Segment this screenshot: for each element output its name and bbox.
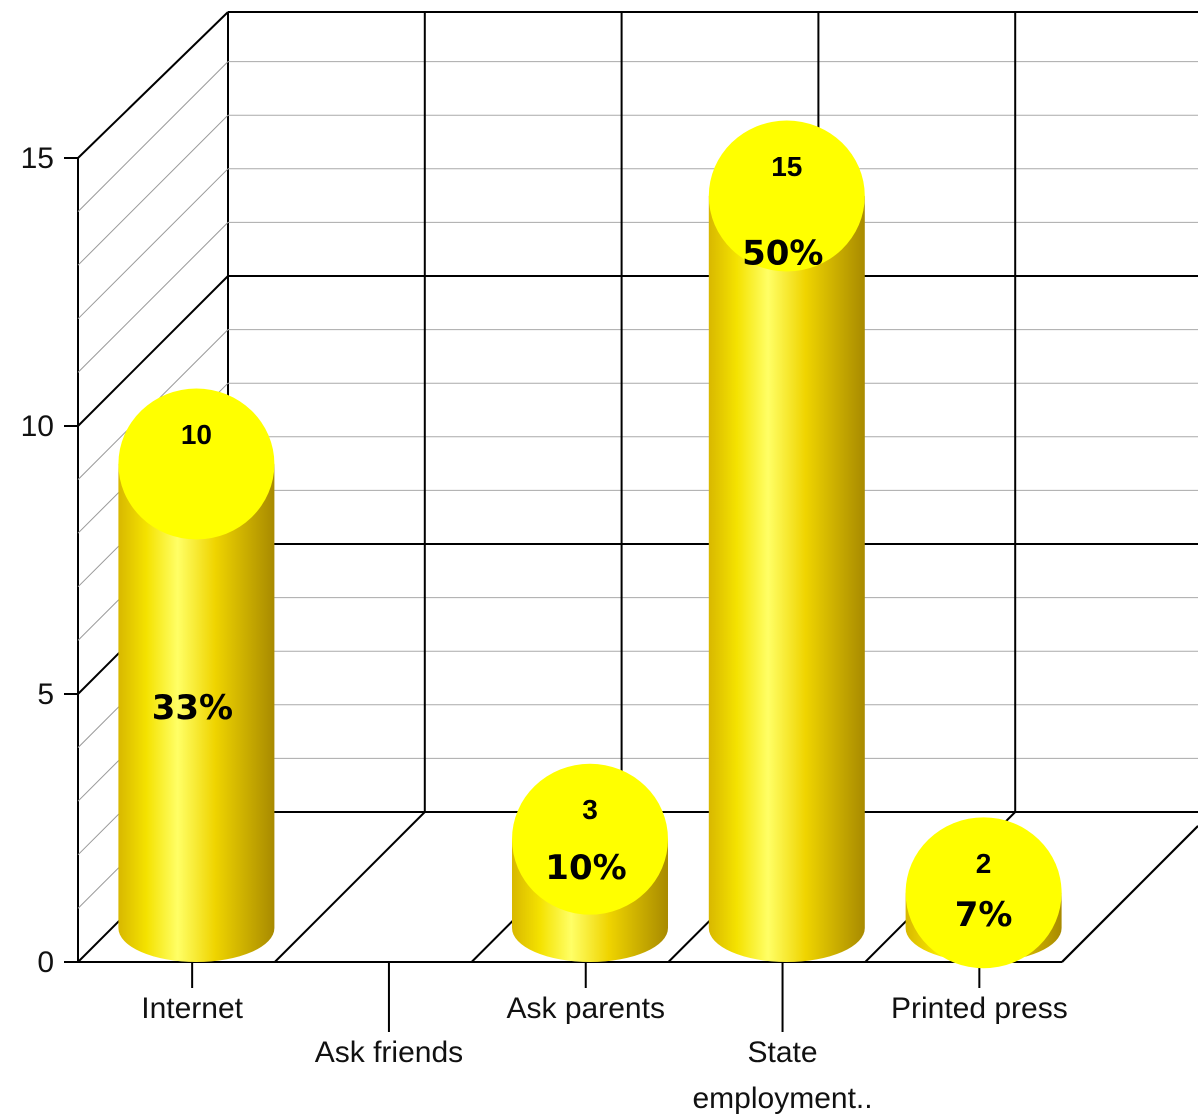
bar-top	[118, 388, 275, 540]
wall-line-minor	[77, 222, 229, 373]
bar-value-label: 2	[976, 848, 992, 879]
bar-top	[512, 763, 668, 915]
y-tick-label: 0	[37, 946, 54, 979]
bar-percent-label: 50%	[742, 234, 823, 274]
bar-percent-label: 10%	[545, 848, 626, 888]
x-tick-label: Internet	[141, 992, 243, 1025]
bar-body	[708, 196, 865, 962]
bar-value-label: 3	[582, 794, 598, 825]
bar-percent-label: 33%	[152, 688, 233, 728]
wall-line-minor	[77, 114, 229, 266]
x-tick-label: employment..	[693, 1082, 873, 1115]
bar-state-employment	[708, 120, 865, 962]
wall-line-major	[77, 275, 229, 427]
bar-printed-press	[905, 817, 1062, 969]
bar-ask-parents	[512, 763, 668, 962]
x-tick-label: State	[748, 1036, 818, 1069]
floor-divider-line	[1061, 825, 1198, 963]
bar-internet	[118, 388, 275, 962]
y-tick-label: 10	[21, 410, 54, 443]
bar-value-label: 15	[771, 151, 802, 182]
x-tick-label: Printed press	[891, 992, 1068, 1025]
bar-value-label: 10	[181, 419, 212, 450]
bar-top	[708, 120, 865, 272]
x-tick-label: Ask parents	[507, 992, 665, 1025]
labels-group: 0 5 10 15 Internet Ask friends Ask parents Stat…	[21, 142, 1068, 1115]
bar-body	[118, 464, 275, 962]
y-tick-label: 5	[37, 678, 54, 711]
y-tick-label: 15	[21, 142, 54, 175]
wall-line-minor	[77, 168, 229, 320]
bar-top	[905, 817, 1062, 969]
floor-divider-line	[274, 811, 426, 963]
bar-percent-label: 7%	[955, 895, 1013, 935]
wall-line-minor	[77, 61, 229, 212]
left-wall-top-edge	[77, 11, 229, 159]
x-tick-label: Ask friends	[315, 1036, 463, 1069]
bars-group	[118, 120, 1062, 969]
